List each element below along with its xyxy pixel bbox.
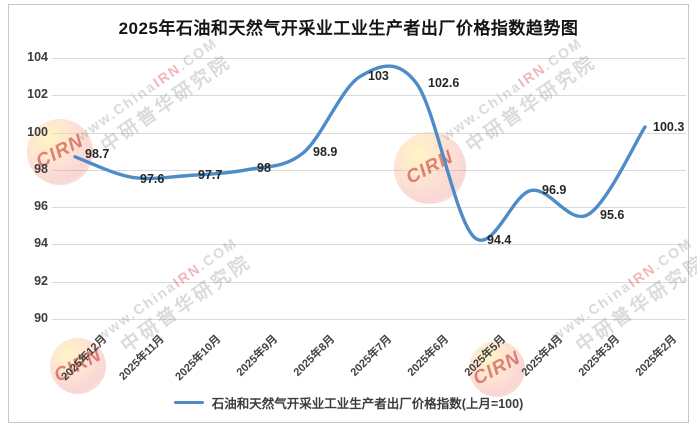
data-label-2025年9月: 98 [257, 160, 271, 175]
x-tick-label-8: 2025年5月 [462, 333, 509, 379]
x-tick-label-10: 2025年3月 [576, 333, 623, 379]
data-label-2025年8月: 98.9 [313, 145, 338, 160]
gridline-92 [52, 281, 686, 283]
y-tick-label-92: 92 [34, 273, 48, 288]
chart-frame-border [8, 4, 689, 423]
legend-line-swatch [173, 400, 204, 405]
x-tick-label-3: 2025年10月 [173, 333, 224, 384]
x-tick-label-1: 2025年12月 [59, 333, 110, 384]
data-label-2025年4月: 96.9 [542, 183, 567, 198]
price-index-line [73, 64, 647, 242]
x-tick-label-7: 2025年6月 [405, 333, 452, 379]
x-tick-label-4: 2025年9月 [234, 333, 281, 379]
x-tick-label-6: 2025年7月 [348, 333, 395, 379]
gridline-98 [52, 169, 686, 171]
gridline-100 [52, 132, 686, 134]
data-label-2025年2月: 100.3 [653, 120, 685, 134]
chart-title: 2025年石油和天然气开采业工业生产者出厂价格指数趋势图 [118, 19, 579, 38]
x-tick-label-2: 2025年11月 [117, 333, 167, 383]
gridline-96 [52, 207, 686, 209]
y-tick-label-90: 90 [34, 311, 48, 325]
data-label-2025年5月: 94.4 [487, 233, 512, 247]
data-label-2025年6月: 102.6 [428, 76, 460, 91]
y-tick-label-94: 94 [34, 236, 48, 251]
x-tick-label-5: 2025年8月 [291, 333, 338, 379]
y-tick-label-104: 104 [27, 50, 48, 64]
legend: 石油和天然气开采业工业生产者出厂价格指数(上月=100) [0, 393, 697, 412]
gridline-90 [52, 319, 686, 320]
legend-label: 石油和天然气开采业工业生产者出厂价格指数(上月=100) [211, 397, 524, 411]
y-tick-label-96: 96 [34, 199, 48, 214]
gridline-94 [52, 244, 686, 246]
data-label-2025年10月: 97.7 [198, 167, 223, 182]
data-label-2025年11月: 97.6 [140, 172, 165, 187]
gridline-102 [52, 95, 686, 97]
x-tick-label-9: 2025年4月 [519, 333, 566, 379]
y-tick-label-102: 102 [27, 87, 48, 102]
data-label-2025年7月: 103 [368, 68, 389, 83]
gridline-104 [52, 58, 686, 59]
data-label-2025年3月: 95.6 [600, 207, 625, 222]
x-tick-label-11: 2025年2月 [633, 333, 680, 379]
